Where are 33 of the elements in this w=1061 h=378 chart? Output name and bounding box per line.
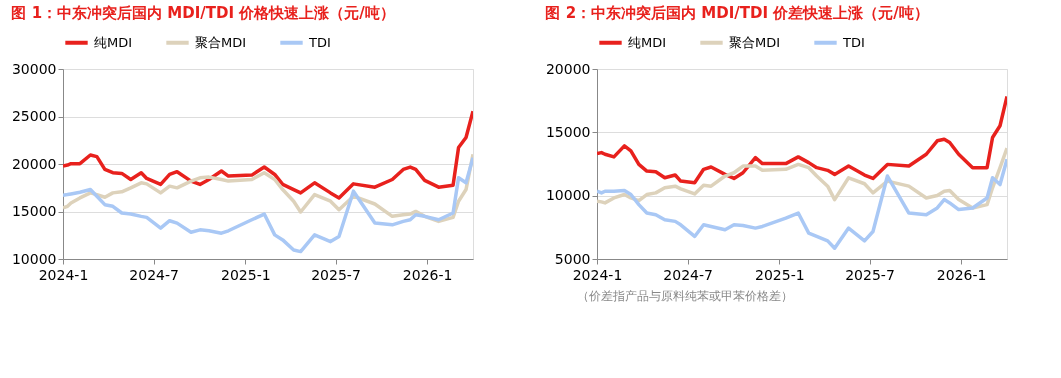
line-series [63,109,473,200]
x-tick-label: 2026-1 [936,266,987,283]
text: （价差指产品与原料纯苯或甲苯价格差） [577,289,793,303]
y-tick-label: 15000 [545,123,591,140]
x-tick-label: 2025-1 [221,266,271,283]
line-series [597,94,1007,185]
line-series [63,155,473,254]
x-tick-label: 2024-1 [38,266,89,283]
y-tick-label: 30000 [11,60,57,77]
x-tick-label: 2024-7 [129,266,179,283]
chart-title: 图 2：中东冲突后国内 MDI/TDI 价差快速上涨（元/吨） [545,4,929,22]
legend-label: 聚合MDI [195,34,247,50]
x-tick-label: 2026-1 [402,266,453,283]
legend-label: 聚合MDI [729,34,781,50]
legend-label: TDI [308,34,331,50]
line-series [597,157,1007,250]
y-tick-label: 25000 [11,108,57,124]
x-tick-label: 2025-7 [845,266,895,283]
y-tick-label: 10000 [545,187,591,204]
chart-title: 图 1：中东冲突后国内 MDI/TDI 价格快速上涨（元/吨） [11,4,395,22]
x-tick-label: 2024-1 [572,266,623,283]
legend-label: 纯MDI [628,34,667,50]
line-series [597,146,1007,210]
y-tick-label: 10000 [11,250,57,267]
y-tick-label: 20000 [545,60,591,77]
y-tick-label: 5000 [554,250,591,267]
x-tick-label: 2025-1 [755,266,805,283]
y-tick-label: 20000 [11,155,57,172]
x-tick-label: 2024-7 [663,266,713,283]
y-tick-label: 15000 [11,203,57,219]
legend-label: TDI [842,34,865,50]
x-tick-label: 2025-7 [311,266,361,283]
legend-label: 纯MDI [94,34,133,50]
